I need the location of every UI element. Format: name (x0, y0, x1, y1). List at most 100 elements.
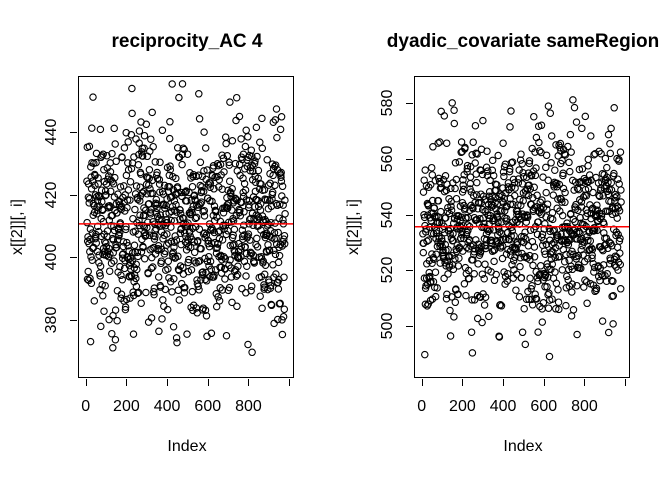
scatter-point (232, 93, 241, 102)
scatter-point (470, 270, 478, 278)
scatter-point (234, 262, 242, 271)
scatter-point (210, 271, 218, 279)
scatter-point (101, 281, 109, 290)
scatter-point (223, 201, 231, 209)
scatter-point (509, 200, 517, 209)
scatter-point (556, 139, 565, 148)
scatter-point (481, 293, 490, 301)
scatter-point (611, 193, 619, 202)
scatter-point (478, 318, 486, 327)
scatter-point (220, 168, 228, 176)
scatter-point (544, 273, 552, 281)
scatter-point (202, 268, 210, 277)
scatter-point (135, 127, 144, 135)
scatter-point (235, 112, 244, 121)
scatter-point (609, 320, 617, 328)
scatter-point (487, 236, 496, 245)
scatter-point (544, 176, 552, 185)
scatter-point (178, 214, 187, 222)
scatter-point (226, 256, 234, 264)
scatter-point (603, 187, 612, 196)
scatter-point (216, 284, 224, 292)
scatter-point (149, 288, 158, 296)
scatter-point (525, 251, 534, 260)
scatter-point (87, 253, 95, 261)
scatter-point (547, 132, 556, 140)
scatter-point (446, 332, 455, 340)
scatter-point (172, 174, 180, 183)
scatter-point (421, 350, 429, 359)
scatter-point (247, 249, 256, 258)
scatter-point (215, 297, 224, 305)
scatter-point (460, 280, 469, 288)
y-tick-mark (70, 320, 77, 322)
scatter-point (434, 139, 442, 147)
scatter-point (501, 235, 510, 244)
scatter-point (483, 147, 491, 155)
scatter-point (280, 235, 288, 243)
scatter-point (450, 106, 458, 114)
scatter-point (440, 228, 449, 237)
scatter-point (510, 191, 519, 200)
scatter-point (272, 270, 280, 278)
scatter-point (534, 218, 543, 226)
scatter-point (542, 163, 550, 172)
scatter-point (239, 188, 247, 197)
scatter-point (507, 107, 515, 115)
scatter-point (433, 284, 441, 292)
scatter-point (191, 214, 200, 223)
scatter-point (100, 307, 108, 315)
scatter-point (446, 230, 454, 238)
scatter-point (236, 211, 245, 220)
scatter-point (495, 228, 504, 236)
scatter-point (531, 290, 539, 298)
scatter-point (551, 268, 559, 276)
scatter-point (137, 299, 145, 307)
scatter-point (552, 305, 560, 313)
scatter-point (269, 118, 278, 126)
scatter-point (479, 116, 487, 125)
scatter-point (251, 203, 259, 211)
scatter-point (419, 248, 428, 257)
scatter-point (194, 237, 202, 245)
scatter-point (590, 263, 599, 272)
scatter-point (188, 182, 197, 191)
scatter-point (221, 255, 230, 263)
scatter-point (530, 253, 539, 261)
scatter-point (117, 290, 126, 299)
scatter-point (158, 126, 167, 135)
scatter-point (604, 130, 613, 139)
scatter-point (570, 186, 578, 194)
scatter-point (95, 251, 103, 259)
scatter-point (140, 254, 149, 263)
scatter-point (199, 304, 208, 312)
scatter-point (421, 166, 429, 174)
scatter-point (508, 261, 516, 269)
scatter-point (575, 165, 584, 174)
scatter-point (559, 169, 567, 178)
scatter-point (215, 175, 223, 184)
scatter-point (275, 251, 284, 260)
scatter-point (214, 239, 222, 248)
scatter-point (605, 259, 614, 268)
scatter-point (167, 207, 176, 216)
scatter-point (577, 198, 586, 206)
scatter-point (544, 290, 552, 299)
scatter-point (499, 139, 507, 147)
scatter-point (101, 191, 110, 200)
scatter-point (576, 213, 584, 222)
scatter-point (190, 191, 199, 200)
scatter-point (543, 205, 551, 213)
scatter-point (604, 178, 612, 187)
scatter-point (124, 159, 132, 167)
scatter-point (508, 158, 517, 166)
scatter-point (256, 138, 264, 147)
scatter-point (150, 235, 159, 243)
scatter-point (128, 84, 136, 93)
scatter-point (613, 214, 621, 222)
scatter-point (426, 296, 435, 305)
scatter-point (147, 135, 155, 143)
scatter-point (183, 330, 191, 338)
scatter-point (560, 150, 569, 158)
